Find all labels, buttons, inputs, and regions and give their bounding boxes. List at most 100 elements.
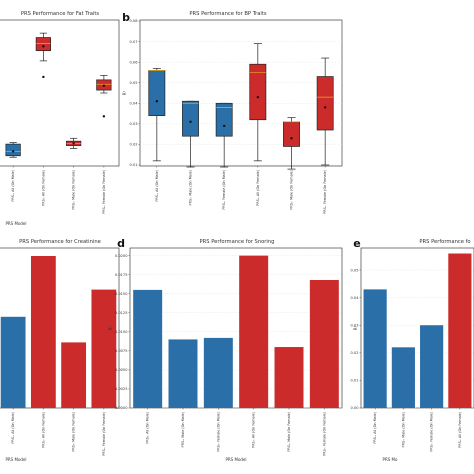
b-ytick-label: 0.06 [129,60,138,64]
c-axes-frame [0,247,120,409]
e-ytick-label: 0.03 [350,323,358,327]
b-ytick-label: 0.05 [129,81,137,85]
a-axes-frame [0,19,120,167]
b-ytick-label: 0.07 [129,40,137,44]
c-bar [0,316,26,408]
a-box [5,143,21,157]
a-xtick-label: PRSₘ All (On Female) [41,169,45,206]
d-bar [168,339,198,408]
a-mean-marker [11,150,15,153]
e-ylabel: R² [353,325,358,330]
b-box [182,100,199,137]
d-bar [274,347,304,408]
d-ytick-label: 0.0075 [115,349,128,353]
a-box [35,37,51,52]
b-box [283,121,300,147]
panel-d-snoring: 0.0000 0.0025 0.0050 0.0075 0.0100 0.0125 0.01… [108,237,343,462]
a-xtick-label: PRSₘ Female (On Female) [102,169,106,214]
b-mean-marker [155,100,159,103]
c-bar [30,256,56,408]
e-xtick-label: PRSₘ Male (On Male) [401,411,405,447]
b-ylabel: R² [122,90,127,95]
panel-c-creatinine: PRS Performance for Creatinine PRSₘ All (… [0,239,120,462]
d-bar [239,255,269,408]
d-panel-letter: d [117,237,125,250]
e-ytick-label: 0.00 [350,406,359,410]
d-ytick-label: 0.0200 [115,254,128,258]
d-ytick-label: 0.0025 [115,387,128,391]
e-panel-letter: e [353,237,360,250]
e-ytick-label: 0.01 [350,379,358,383]
d-ytick-label: 0.0150 [115,292,128,296]
b-axes-frame [139,19,343,167]
b-box [215,102,233,137]
b-ytick-label: 0.01 [129,163,137,167]
d-xtick-label: PRSₘ Female (On Male) [216,411,220,451]
d-ytick-label: 0.0125 [115,311,128,315]
a-mean-marker [42,45,45,48]
d-bar [309,280,339,408]
d-xtick-label: PRSₘ All (On Male) [146,411,150,443]
b-ytick-label: 0.02 [129,143,137,147]
c-bar [91,289,117,408]
a-mean-marker [102,84,106,87]
d-title: PRS Performance for Snoring [200,239,275,245]
d-xtick-label: PRSₘ All (On Female) [252,411,256,448]
b-mean-marker [323,106,327,109]
c-xtick-label: PRSₘ Male (On Female) [72,411,76,451]
b-box [249,63,267,121]
d-xtick-label: PRSₘ Female (On Female) [322,411,326,456]
b-xtick-label: PRSₘ All (On Male) [155,169,159,201]
d-ytick-label: 0.0175 [115,273,128,277]
e-ytick-label: 0.05 [350,268,358,272]
b-mean-marker [189,120,192,123]
e-bar [391,347,415,408]
b-xtick-label: PRSₘ Male (On Male) [189,169,193,205]
panel-a-fat-traits: PRS Performance for Fat Traits PRSₘ All (… [0,11,120,226]
b-ytick-label: 0.08 [129,19,138,23]
d-ytick-label: 0.0050 [115,368,128,372]
a-xtick-label: PRSₘ All (On Male) [11,169,15,201]
e-ytick-label: 0.02 [350,351,358,355]
a-outlier-point [42,75,45,79]
b-mean-marker [256,95,260,99]
e-title: PRS Performance fo [419,239,470,245]
b-ytick-label: 0.03 [129,122,137,126]
d-bar [203,337,233,408]
a-xlabel: PRS Model [5,221,26,226]
d-bar [133,289,163,408]
a-xtick-label: PRSₘ Male (On Female) [72,169,76,209]
e-bar [448,253,472,408]
panel-e-partial: 0.00 0.01 0.02 0.03 0.04 0.05 PRS Performance … [350,237,474,462]
a-outlier-point [102,115,106,118]
e-bar [363,289,387,408]
c-bar [61,342,87,408]
b-box [316,76,334,131]
d-xlabel: PRS Model [225,457,246,462]
b-xtick-label: PRSₘ All (On Female) [256,169,260,206]
d-ytick-label: 0.0000 [115,406,128,410]
d-xtick-label: PRSₘ Male (On Male) [181,411,185,447]
panel-b-bp-traits: 0.01 0.02 0.03 0.04 0.05 0.06 0.07 0.08 PRS Perf… [122,11,343,214]
e-xtick-label: PRSₘ Female (On Male) [430,411,434,451]
b-box [148,70,166,116]
b-xtick-label: PRSₘ Male (On Female) [290,169,294,209]
a-title: PRS Performance for Fat Traits [21,11,100,17]
b-title: PRS Performance for BP Traits [189,11,267,17]
c-xtick-label: PRSₘ Female (On Female) [102,411,106,456]
b-ytick-label: 0.04 [129,101,138,105]
b-xtick-label: PRSₘ Female (On Male) [222,169,226,209]
b-mean-marker [222,124,226,128]
c-xtick-label: PRSₘ All (On Female) [41,411,45,448]
e-xlabel: PRS Mo [383,457,398,462]
b-panel-letter: b [122,11,130,24]
e-axes-frame [360,247,474,409]
e-ytick-label: 0.04 [350,296,359,300]
e-bar [420,325,444,408]
e-xtick-label: PRSₘ All (On Male) [373,411,377,443]
a-mean-marker [72,142,75,145]
d-ylabel: R² [108,325,113,330]
d-ytick-label: 0.0100 [115,330,128,334]
c-xlabel: PRS Model [5,457,26,462]
